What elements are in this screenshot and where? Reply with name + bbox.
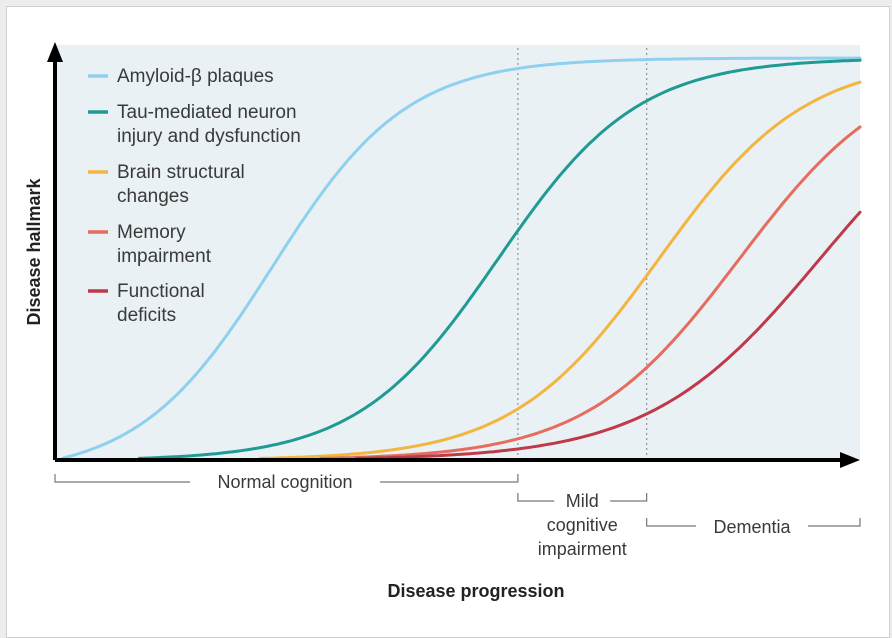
phase-brackets: Normal cognition Mild cognitive impairment D… — [54, 472, 861, 559]
phase-label-mci-line-3: impairment — [538, 539, 627, 559]
bracket-mild-cognitive-impairment-left — [517, 493, 555, 502]
phase-label-mci-line-2: cognitive — [547, 515, 618, 535]
legend-label-3-line-2: changes — [117, 186, 189, 207]
legend-label-3-line-1: Brain structural — [117, 162, 245, 183]
legend-label-5-line-2: deficits — [117, 305, 176, 326]
bracket-dementia-right — [808, 518, 861, 527]
y-axis-title: Disease hallmark — [24, 177, 44, 325]
legend-label-4-line-2: impairment — [117, 246, 212, 267]
legend-label-2-line-2: injury and dysfunction — [117, 126, 301, 147]
legend-label-4-line-1: Memory — [117, 222, 186, 243]
x-axis-arrowhead — [840, 452, 860, 468]
bracket-normal-cognition-right — [380, 474, 519, 483]
y-axis-arrowhead — [47, 42, 63, 62]
legend: Amyloid-β plaques Tau-mediated neuron inju… — [88, 66, 301, 326]
legend-label-2-line-1: Tau-mediated neuron — [117, 102, 297, 123]
phase-label-mci-line-1: Mild — [566, 491, 599, 511]
axes — [47, 42, 860, 468]
series-line-3 — [258, 80, 862, 460]
legend-label-5-line-1: Functional — [117, 281, 205, 302]
series-line-2 — [138, 58, 862, 460]
series-curves — [61, 56, 862, 460]
bracket-mild-cognitive-impairment-right — [610, 493, 648, 502]
plot-area — [55, 45, 860, 460]
bracket-dementia-left — [646, 518, 696, 527]
series-line-1 — [61, 56, 862, 460]
x-axis-title: Disease progression — [387, 581, 564, 601]
phase-label-normal-cognition: Normal cognition — [217, 472, 352, 492]
legend-label-1-line-1: Amyloid-β plaques — [117, 66, 274, 87]
phase-boundary-lines — [517, 45, 648, 460]
bracket-normal-cognition-left — [54, 474, 190, 483]
phase-label-dementia: Dementia — [713, 517, 791, 537]
series-line-5 — [355, 210, 862, 460]
series-line-4 — [319, 125, 862, 460]
